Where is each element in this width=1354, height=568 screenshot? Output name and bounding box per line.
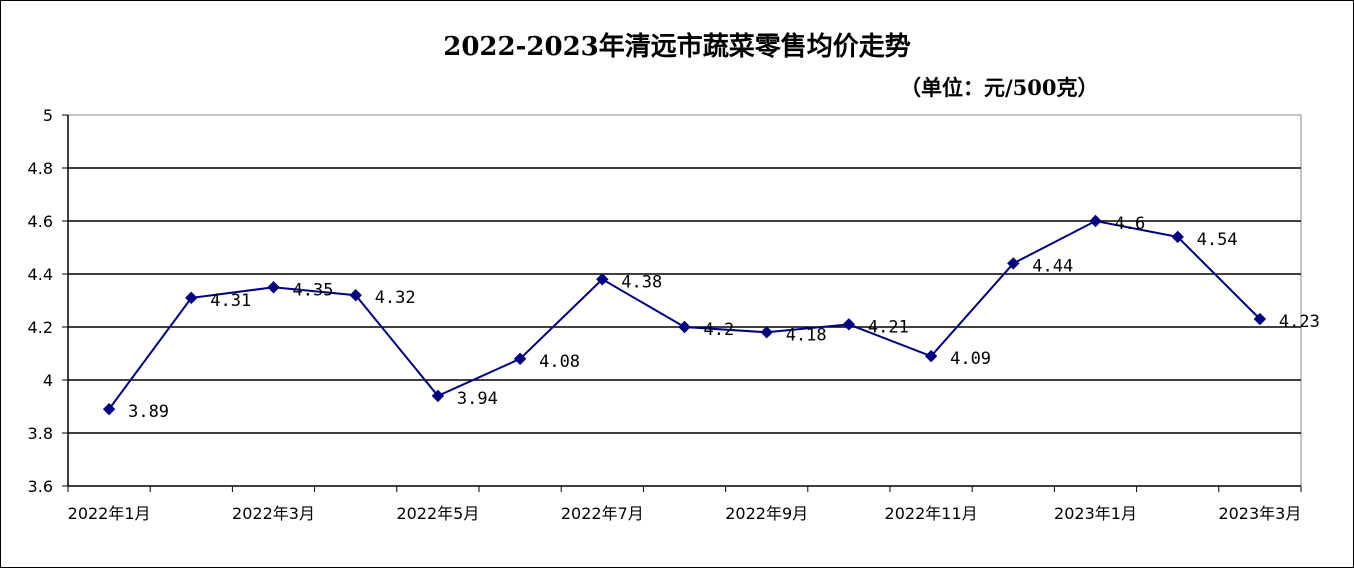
- data-label: 4.31: [210, 291, 251, 311]
- data-point-marker: [596, 273, 609, 286]
- data-label: 4.44: [1032, 256, 1073, 276]
- data-point-marker: [924, 349, 938, 363]
- y-tick-label: 5: [43, 106, 53, 125]
- chart-title: 2022-2023年清远市蔬菜零售均价走势: [443, 32, 911, 62]
- data-label-group: 3.89 4.31 4.35 4.32 3.94 4.08 4.38 4.2 4.18 4.21 4…: [128, 214, 1320, 422]
- x-tick-label: 2023年3月: [1218, 504, 1301, 523]
- x-tick-label: 2022年7月: [561, 504, 644, 523]
- data-label: 4.54: [1197, 230, 1238, 250]
- data-label: 4.2: [704, 320, 735, 340]
- plot-area: [67, 114, 1302, 487]
- data-point-marker: [431, 389, 445, 403]
- data-label: 4.08: [539, 352, 580, 372]
- x-tick-label: 2023年1月: [1054, 504, 1137, 523]
- data-point-marker: [1089, 214, 1102, 228]
- y-tick-label: 4.2: [28, 318, 53, 337]
- data-point-marker: [1007, 257, 1020, 270]
- data-point-marker: [102, 402, 116, 416]
- data-label: 4.09: [950, 349, 991, 369]
- y-tick-label: 3.8: [28, 424, 53, 443]
- data-label: 4.35: [293, 280, 334, 300]
- data-point-marker: [185, 291, 198, 305]
- marker-group: [102, 214, 1267, 416]
- data-point-marker: [513, 352, 527, 366]
- chart-subtitle: （单位：元/500克）: [900, 75, 1099, 100]
- data-label: 4.23: [1279, 312, 1320, 332]
- data-label: 4.38: [621, 272, 662, 292]
- data-point-marker: [1171, 230, 1184, 244]
- data-label: 4.32: [375, 288, 416, 308]
- y-tick-label: 4.6: [28, 212, 53, 231]
- data-point-marker: [678, 320, 691, 334]
- x-tick-label: 2022年5月: [396, 504, 479, 523]
- data-label: 4.21: [868, 317, 909, 337]
- data-point-marker: [267, 281, 280, 294]
- data-point-marker: [760, 326, 773, 339]
- data-label: 3.89: [128, 402, 169, 422]
- data-point-marker: [349, 288, 362, 302]
- y-tick-label: 4.4: [28, 265, 53, 284]
- data-point-marker: [1253, 312, 1267, 326]
- data-label: 4.6: [1115, 214, 1146, 234]
- y-tick-label: 4.8: [28, 159, 53, 178]
- y-axis: 3.6 3.8 4 4.2 4.4 4.6 4.8 5: [28, 106, 69, 496]
- data-label: 3.94: [457, 389, 498, 409]
- x-tick-label: 2022年1月: [68, 504, 151, 523]
- x-tick-label: 2022年3月: [232, 504, 315, 523]
- y-tick-label: 4: [43, 371, 53, 390]
- x-tick-label: 2022年11月: [885, 504, 978, 523]
- x-axis: 2022年1月 2022年3月 2022年5月 2022年7月 2022年9月 2022年…: [67, 485, 1302, 523]
- x-tick-label: 2022年9月: [725, 504, 808, 523]
- y-tick-label: 3.6: [28, 477, 53, 496]
- data-label: 4.18: [786, 325, 827, 345]
- data-point-marker: [842, 318, 856, 331]
